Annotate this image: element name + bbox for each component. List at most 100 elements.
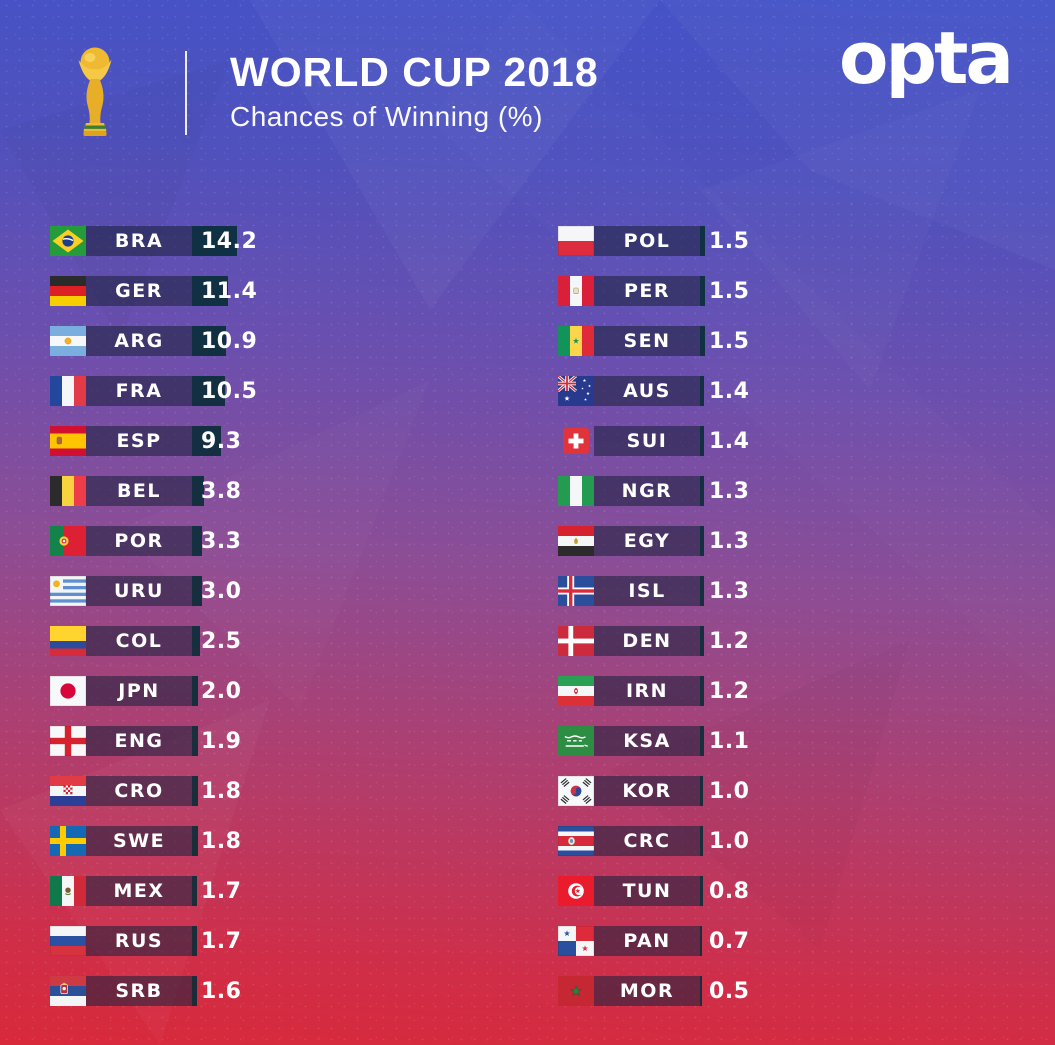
team-row: PER 1.5 — [558, 276, 749, 306]
team-bar: KOR — [594, 776, 704, 806]
team-row: GER 11.4 — [50, 276, 257, 306]
team-bar-value-segment — [192, 526, 203, 556]
world-cup-trophy-icon — [78, 47, 112, 136]
team-row: AUS 1.4 — [558, 376, 749, 406]
team-code: IRN — [625, 680, 669, 702]
team-bar: PAN — [594, 926, 703, 956]
opta-logo: opta — [838, 16, 1014, 100]
team-row: ARG 10.9 — [50, 326, 257, 356]
team-bar-value-segment — [700, 426, 705, 456]
team-value: 1.0 — [709, 778, 750, 804]
header-divider-line — [185, 51, 187, 135]
egypt-flag-icon — [558, 526, 594, 556]
mexico-flag-icon — [50, 876, 86, 906]
team-bar-value-segment — [700, 676, 704, 706]
panama-flag-icon — [558, 926, 594, 956]
iceland-flag-icon — [558, 576, 594, 606]
team-value: 2.5 — [201, 628, 242, 654]
team-value: 1.5 — [709, 278, 750, 304]
team-value: 1.3 — [709, 578, 750, 604]
denmark-flag-icon — [558, 626, 594, 656]
team-code: PAN — [623, 930, 671, 952]
brazil-flag-icon — [50, 226, 86, 256]
team-value: 3.8 — [201, 478, 242, 504]
team-code: JPN — [118, 680, 160, 702]
team-code: SEN — [623, 330, 671, 352]
team-row: CRC 1.0 — [558, 826, 749, 856]
costa-rica-flag-icon — [558, 826, 594, 856]
team-bar-value-segment — [192, 976, 198, 1006]
team-code: ARG — [114, 330, 164, 352]
team-bar: TUN — [594, 876, 703, 906]
team-bar: URU — [86, 576, 202, 606]
page-title: WORLD CUP 2018 — [230, 49, 599, 95]
switzerland-flag-icon — [558, 426, 594, 456]
team-bar-value-segment — [700, 326, 705, 356]
team-bar: CRO — [86, 776, 198, 806]
team-bar: MEX — [86, 876, 198, 906]
team-value: 0.8 — [709, 878, 750, 904]
team-value: 10.5 — [201, 378, 258, 404]
team-row: ESP 9.3 — [50, 426, 241, 456]
team-value: 1.3 — [709, 478, 750, 504]
team-bar-value-segment — [700, 626, 704, 656]
team-row: ENG 1.9 — [50, 726, 241, 756]
team-bar-value-segment — [700, 776, 704, 806]
team-row: SEN 1.5 — [558, 326, 749, 356]
team-bar: EGY — [594, 526, 705, 556]
team-value: 1.4 — [709, 378, 750, 404]
team-bar: CRC — [594, 826, 704, 856]
iran-flag-icon — [558, 676, 594, 706]
team-code: COL — [115, 630, 163, 652]
team-row: BEL 3.8 — [50, 476, 241, 506]
team-row: ISL 1.3 — [558, 576, 749, 606]
australia-flag-icon — [558, 376, 594, 406]
team-row: KSA 1.1 — [558, 726, 749, 756]
team-bar-value-segment — [700, 876, 703, 906]
team-code: MOR — [619, 980, 675, 1002]
team-row: NGR 1.3 — [558, 476, 749, 506]
team-bar: GER — [86, 276, 228, 306]
team-bar: BRA — [86, 226, 237, 256]
team-row: RUS 1.7 — [50, 926, 241, 956]
team-row: CRO 1.8 — [50, 776, 241, 806]
team-bar: POR — [86, 526, 203, 556]
team-bar-value-segment — [700, 826, 704, 856]
team-value: 10.9 — [201, 328, 258, 354]
japan-flag-icon — [50, 676, 86, 706]
team-value: 1.8 — [201, 828, 242, 854]
team-value: 1.2 — [709, 678, 750, 704]
team-bar: IRN — [594, 676, 704, 706]
team-bar-value-segment — [700, 526, 705, 556]
team-value: 1.9 — [201, 728, 242, 754]
team-code: SUI — [626, 430, 668, 452]
team-value: 2.0 — [201, 678, 242, 704]
team-row: SWE 1.8 — [50, 826, 241, 856]
team-bar-value-segment — [700, 726, 704, 756]
team-bar: KSA — [594, 726, 704, 756]
team-row: URU 3.0 — [50, 576, 241, 606]
team-value: 3.0 — [201, 578, 242, 604]
team-code: CRO — [114, 780, 164, 802]
team-code: ISL — [628, 580, 666, 602]
colombia-flag-icon — [50, 626, 86, 656]
team-value: 11.4 — [201, 278, 258, 304]
saudi-arabia-flag-icon — [558, 726, 594, 756]
team-value: 3.3 — [201, 528, 242, 554]
team-row: POR 3.3 — [50, 526, 241, 556]
south-korea-flag-icon — [558, 776, 594, 806]
team-bar-value-segment — [192, 726, 198, 756]
team-bar-value-segment — [700, 276, 705, 306]
sweden-flag-icon — [50, 826, 86, 856]
team-value: 1.1 — [709, 728, 750, 754]
team-bar: ISL — [594, 576, 705, 606]
team-code: MEX — [113, 880, 165, 902]
team-value: 0.7 — [709, 928, 750, 954]
team-bar: DEN — [594, 626, 704, 656]
team-bar-value-segment — [192, 826, 198, 856]
peru-flag-icon — [558, 276, 594, 306]
team-bar: SUI — [594, 426, 705, 456]
team-row: KOR 1.0 — [558, 776, 749, 806]
team-code: NGR — [621, 480, 673, 502]
